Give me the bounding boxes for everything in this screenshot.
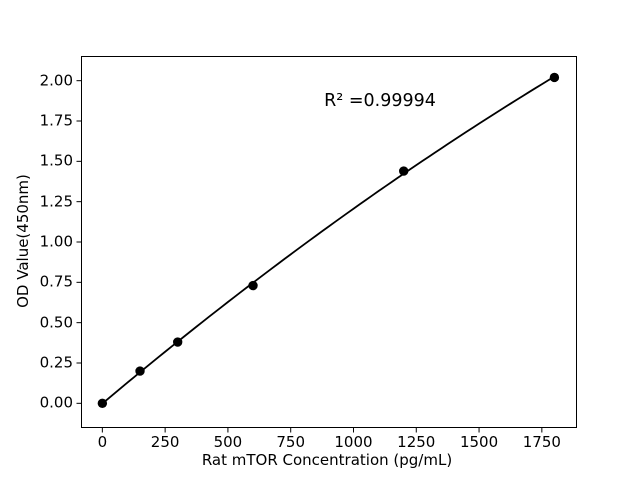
y-tick-label: 1.25 <box>39 192 73 211</box>
y-tick-label: 0.25 <box>39 353 73 372</box>
data-point-marker <box>549 72 560 83</box>
x-tick-label: 1250 <box>397 433 436 451</box>
plot-frame <box>81 56 577 428</box>
x-tick-label: 750 <box>276 433 306 451</box>
y-tick-label: 1.50 <box>39 151 73 170</box>
data-point-marker <box>97 398 108 409</box>
data-point-marker <box>248 280 258 291</box>
y-axis-label: OD Value(450nm) <box>14 174 32 308</box>
y-tick-label: 1.00 <box>39 232 73 251</box>
x-tick-label: 0 <box>97 433 108 451</box>
x-axis-label: Rat mTOR Concentration (pg/mL) <box>201 451 453 469</box>
y-tick-label: 1.75 <box>39 111 73 130</box>
data-point-marker <box>135 366 145 376</box>
y-tick-label: 0.00 <box>39 393 73 412</box>
fit-curve-line <box>101 75 556 405</box>
y-tick-label: 2.00 <box>39 71 73 90</box>
y-tick-label: 0.75 <box>39 272 73 291</box>
data-point-marker <box>399 166 409 176</box>
y-tick-label: 0.50 <box>39 313 73 332</box>
x-tick-label: 250 <box>150 433 180 451</box>
x-tick-label: 1750 <box>522 433 561 451</box>
x-tick-label: 500 <box>213 433 243 451</box>
x-tick-label: 1500 <box>459 433 499 451</box>
r-squared-annotation: R² =0.99994 <box>324 91 436 111</box>
x-tick-label: 1000 <box>334 433 373 451</box>
data-point-marker <box>172 337 183 347</box>
